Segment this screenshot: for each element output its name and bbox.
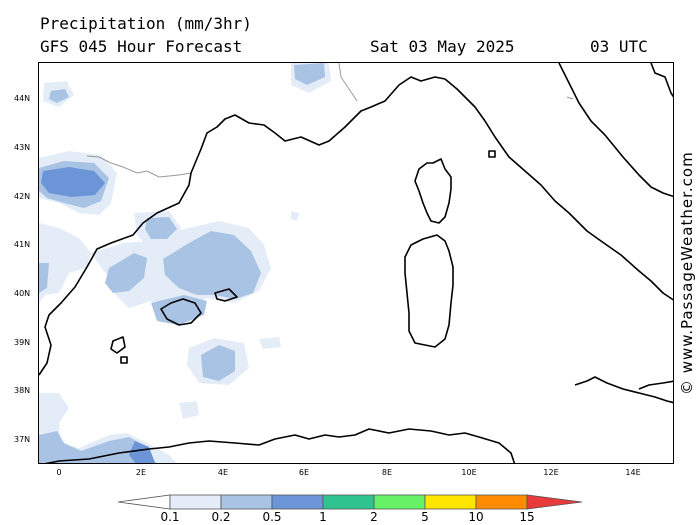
precip-color-scale xyxy=(118,494,583,510)
lat-label: 41N xyxy=(14,240,31,249)
coastlines xyxy=(39,63,673,463)
lat-label: 43N xyxy=(14,143,31,152)
lon-label: 8E xyxy=(381,468,393,477)
lon-label: 12E xyxy=(543,468,559,477)
lat-label: 42N xyxy=(14,192,31,201)
scale-label: 1 xyxy=(319,510,327,524)
scale-label: 0.5 xyxy=(262,510,282,524)
lon-label: 0 xyxy=(56,468,62,477)
forecast-date: Sat 03 May 2025 xyxy=(370,37,515,56)
scale-swatch-0.1-0.2 xyxy=(169,494,222,510)
lon-label: 10E xyxy=(461,468,477,477)
forecast-time: 03 UTC xyxy=(590,37,648,56)
country-borders xyxy=(86,63,574,178)
lat-label: 39N xyxy=(14,338,31,347)
forecast-model-label: GFS 045 Hour Forecast xyxy=(40,37,243,56)
scale-label: 15 xyxy=(519,510,535,524)
scale-swatch-5-10 xyxy=(424,494,477,510)
scale-swatch-2-5 xyxy=(373,494,426,510)
scale-swatch-0.2-0.5 xyxy=(220,494,273,510)
lat-label: 40N xyxy=(14,289,31,298)
map-title: Precipitation (mm/3hr) xyxy=(40,14,252,33)
lon-label: 4E xyxy=(217,468,229,477)
map-frame xyxy=(38,62,674,464)
lat-label: 44N xyxy=(14,94,31,103)
scale-swatch-10-15 xyxy=(475,494,528,510)
lat-label: 37N xyxy=(14,435,31,444)
lat-label: 38N xyxy=(14,386,31,395)
watermark-credit: © www.PassageWeather.com xyxy=(678,151,696,395)
scale-label: 2 xyxy=(370,510,378,524)
lon-label: 2E xyxy=(135,468,147,477)
scale-swatch-1-2 xyxy=(322,494,375,510)
scale-label: 5 xyxy=(421,510,429,524)
precip-heavy-areas xyxy=(41,167,155,463)
scale-label: 10 xyxy=(468,510,484,524)
lon-label: 6E xyxy=(298,468,310,477)
lon-label: 14E xyxy=(625,468,641,477)
scale-swatch-above-15 xyxy=(526,494,583,510)
scale-label: 0.1 xyxy=(160,510,180,524)
precipitation-map xyxy=(39,63,673,463)
scale-swatch-0.5-1 xyxy=(271,494,324,510)
scale-swatch-below-0.1 xyxy=(118,494,171,510)
scale-label: 0.2 xyxy=(211,510,231,524)
